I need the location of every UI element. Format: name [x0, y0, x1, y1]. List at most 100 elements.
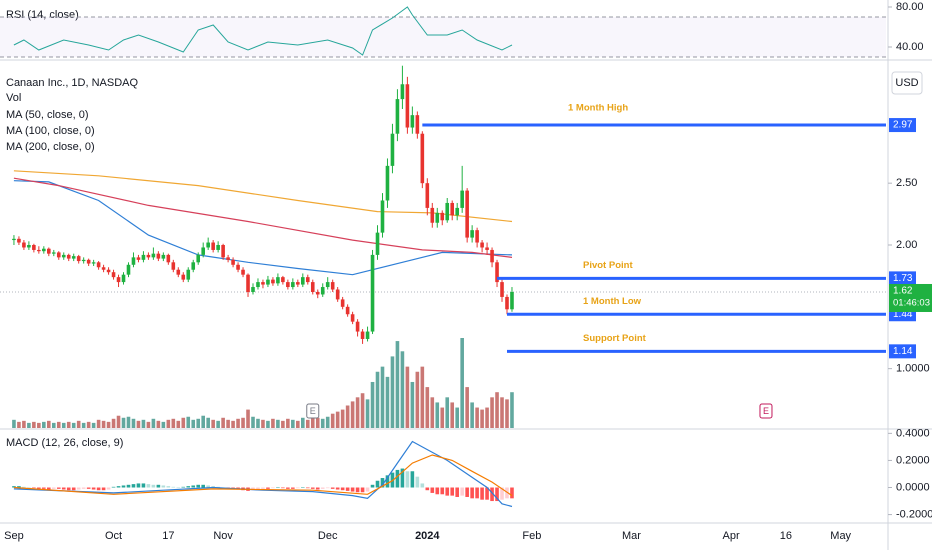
rsi-fill — [0, 17, 886, 57]
candle-body — [510, 291, 514, 310]
macd-histogram-bar — [71, 487, 76, 491]
candle-body — [161, 254, 166, 259]
macd-histogram-bar — [196, 484, 201, 488]
macd-histogram-bar — [315, 487, 320, 490]
volume-bar — [405, 366, 410, 428]
candle-body — [345, 306, 350, 315]
volume-bar — [131, 418, 136, 428]
macd-histogram-bar — [465, 487, 469, 497]
volume-bar — [12, 419, 16, 428]
volume-bar — [330, 413, 335, 428]
candle-body — [226, 257, 230, 260]
volume-bar — [450, 402, 455, 428]
level-badge — [889, 118, 916, 133]
moving-average — [13, 180, 513, 276]
macd-histogram-bar — [61, 487, 66, 490]
volume-bar — [241, 417, 245, 428]
volume-bar — [111, 418, 116, 428]
candle-body — [485, 247, 489, 250]
macd-histogram-bar — [37, 487, 41, 489]
candle-body — [27, 245, 31, 248]
candle-body — [246, 274, 250, 292]
candle-body — [111, 272, 116, 278]
candle-body — [490, 249, 494, 263]
candle-body — [305, 277, 310, 283]
macd-histogram-bar — [166, 486, 171, 488]
level-badge-label: 2.97 — [893, 120, 913, 131]
candle-body — [231, 259, 235, 265]
moving-average — [13, 177, 513, 258]
macd-histogram-bar — [405, 471, 410, 488]
volume-bar — [510, 392, 514, 428]
volume-bar — [286, 418, 290, 428]
candle-body — [42, 248, 46, 252]
countdown: 01:46:03 — [893, 298, 930, 309]
volume-bar — [216, 420, 220, 428]
macd-histogram-bar — [435, 487, 440, 495]
macd-histogram-bar — [510, 487, 514, 499]
volume-bar — [91, 422, 96, 428]
volume-bar — [211, 419, 215, 428]
volume-bar — [271, 418, 275, 428]
candle-body — [176, 269, 181, 275]
volume-bar — [136, 420, 141, 428]
candle-body — [32, 245, 36, 250]
candle-body — [320, 287, 325, 295]
macd-histogram-bar — [485, 487, 489, 500]
macd-histogram-bar — [301, 487, 305, 489]
candle-body — [186, 269, 191, 280]
candle-body — [241, 269, 245, 275]
candle-body — [370, 254, 375, 332]
ma-legend: MA (200, close, 0) — [6, 141, 95, 153]
volume-bar — [106, 421, 111, 428]
candle-body — [276, 277, 280, 284]
candle-body — [435, 212, 440, 223]
macd-histogram-bar — [480, 487, 484, 500]
volume-bar — [116, 415, 121, 428]
volume-bar — [61, 422, 66, 428]
macd-histogram-bar — [12, 486, 16, 488]
volume-bar — [385, 376, 390, 428]
volume-bar — [305, 419, 310, 428]
macd-histogram-bar — [325, 487, 330, 489]
volume-bar — [166, 419, 171, 428]
candle-body — [505, 296, 509, 310]
candle-body — [355, 321, 360, 332]
macd-histogram-bar — [330, 487, 335, 489]
candle-body — [196, 254, 201, 263]
candle-body — [96, 262, 101, 268]
volume-bar — [370, 381, 375, 428]
candle-body — [340, 299, 345, 307]
volume-bar — [335, 411, 340, 428]
candle-body — [455, 207, 459, 216]
candle-body — [286, 282, 290, 288]
volume-bar — [350, 401, 355, 428]
macd-histogram-bar — [500, 487, 504, 500]
candle-body — [116, 277, 121, 283]
y-tick-label: -0.2000 — [896, 508, 932, 520]
x-tick-label: Apr — [723, 530, 740, 542]
candle-body — [91, 262, 96, 264]
volume-bar — [365, 399, 370, 428]
currency-box[interactable] — [891, 71, 923, 95]
volume-bar — [281, 420, 285, 428]
y-tick-label: 80.00 — [896, 1, 924, 13]
candle-body — [191, 262, 196, 270]
candle-body — [256, 282, 260, 288]
volume-bar — [141, 419, 146, 428]
volume-bar — [146, 421, 151, 428]
volume-bar — [261, 419, 265, 428]
macd-histogram-bar — [385, 475, 390, 488]
candle-body — [236, 264, 240, 270]
macd-title: MACD (12, 26, close, 9) — [6, 437, 123, 449]
candle-body — [37, 249, 41, 252]
volume-bar — [221, 417, 225, 428]
volume-bar — [236, 418, 240, 428]
macd-histogram-bar — [365, 487, 370, 492]
ma-legend: MA (50, close, 0) — [6, 109, 89, 121]
last-price-label: 1.62 — [893, 286, 913, 297]
macd-histogram-bar — [131, 484, 136, 488]
volume-bar — [475, 407, 479, 428]
candle-body — [56, 252, 61, 258]
event-label: E — [310, 406, 316, 416]
